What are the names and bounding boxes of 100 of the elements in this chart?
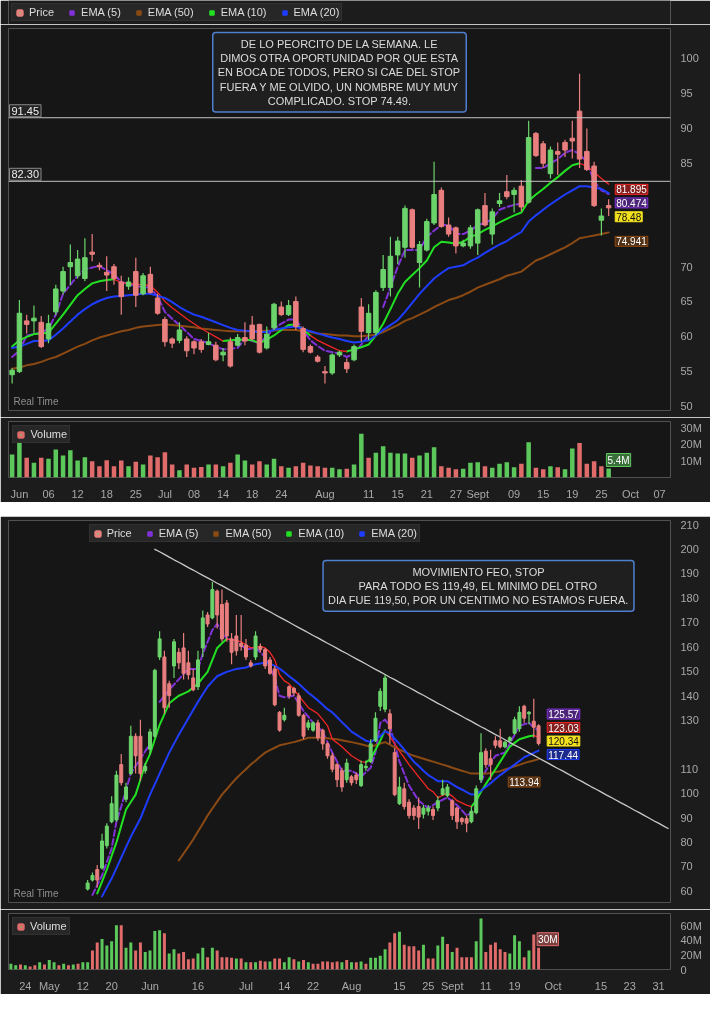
bar	[239, 958, 243, 970]
y-tick-label: 60	[680, 884, 693, 897]
bar	[153, 930, 157, 970]
bar	[234, 958, 238, 970]
y-tick-label: 100	[680, 52, 699, 65]
x-tick-label: 22	[307, 979, 320, 992]
y-tick-label: 90	[680, 121, 693, 134]
bar	[230, 957, 234, 970]
y-tick-label: 180	[680, 591, 699, 604]
x-tick-label: May	[38, 979, 61, 992]
candlestick	[229, 632, 234, 665]
bar	[66, 965, 70, 970]
candlestick	[488, 749, 493, 781]
candlestick	[397, 776, 402, 806]
x-tick-label: 31	[652, 979, 665, 992]
candlestick	[90, 871, 95, 883]
bar	[124, 947, 128, 970]
data-label: 123.03	[548, 722, 580, 734]
bar	[196, 953, 200, 970]
y-tick-label: 30M	[680, 421, 702, 434]
bar	[350, 962, 353, 970]
bar	[354, 962, 358, 970]
bar	[57, 965, 61, 970]
bar	[287, 957, 291, 970]
legend-label: EMA (20)	[371, 527, 418, 539]
bar	[90, 950, 94, 970]
bar	[383, 949, 387, 970]
data-label: 125.57	[548, 709, 580, 721]
y-tick-label: 20M	[680, 948, 702, 961]
bar	[52, 962, 56, 970]
y-tick-label: 200	[680, 543, 699, 556]
x-tick-label: 15	[594, 979, 608, 992]
bar	[479, 918, 483, 970]
x-tick-label: 19	[508, 979, 521, 992]
bar	[201, 947, 205, 970]
y-tick-label: 170	[680, 616, 699, 629]
bar	[412, 946, 416, 970]
bar	[508, 953, 512, 970]
x-tick-label: 12	[76, 979, 89, 992]
bar	[378, 955, 382, 970]
x-tick-label: 25	[422, 979, 435, 992]
bar	[397, 931, 401, 970]
bar	[517, 941, 521, 970]
y-tick-label: 95	[680, 87, 693, 100]
y-tick-label: 70	[680, 860, 693, 873]
bar	[393, 933, 397, 970]
y-tick-label: 130	[680, 713, 699, 726]
y-tick-label: 65	[680, 295, 693, 308]
legend-label: EMA (10)	[298, 527, 345, 539]
bar	[282, 962, 286, 970]
bar	[302, 960, 306, 970]
text: 120.34	[548, 736, 579, 748]
bar	[484, 952, 488, 970]
bar	[441, 936, 445, 970]
x-tick-label: 20	[105, 979, 118, 992]
bar	[86, 962, 90, 970]
bar	[532, 934, 536, 970]
x-tick-label: Jul	[238, 979, 253, 992]
candlestick	[253, 630, 258, 661]
bar	[489, 944, 493, 970]
bar	[421, 944, 425, 970]
bar	[340, 962, 344, 970]
bar	[119, 925, 123, 970]
y-tick-label: 210	[680, 518, 699, 531]
y-tick-label: 70	[680, 260, 693, 273]
y-tick-label: 85	[680, 156, 693, 169]
bar	[417, 950, 421, 970]
bar	[465, 957, 469, 970]
bar	[138, 942, 142, 970]
bar	[110, 941, 114, 970]
bar	[42, 964, 46, 970]
bar	[436, 945, 440, 970]
bar	[469, 957, 473, 970]
bar	[537, 947, 541, 970]
bar	[14, 965, 18, 970]
y-tick-label: 140	[680, 689, 699, 702]
bar	[258, 960, 262, 970]
bar	[71, 964, 75, 970]
x-tick-label: 15	[393, 979, 406, 992]
y-tick-label: 20M	[680, 438, 702, 451]
bar	[345, 960, 349, 970]
bar	[215, 950, 219, 970]
candlestick	[162, 650, 167, 715]
bar	[167, 953, 171, 970]
bar	[254, 962, 258, 970]
y-tick-label: 0	[680, 963, 687, 976]
bar	[450, 952, 454, 970]
line-series	[154, 548, 669, 830]
bar	[158, 930, 162, 970]
legend-label: Price	[106, 527, 132, 539]
x-tick-label: 24	[19, 979, 32, 992]
bar	[388, 942, 392, 970]
bar	[33, 965, 37, 970]
x-tick-label: 14	[278, 979, 291, 992]
bar	[527, 950, 531, 970]
x-tick-label: Aug	[341, 979, 362, 992]
bar	[225, 957, 229, 970]
bar	[445, 944, 449, 970]
bar	[426, 958, 430, 970]
bar	[244, 962, 248, 970]
